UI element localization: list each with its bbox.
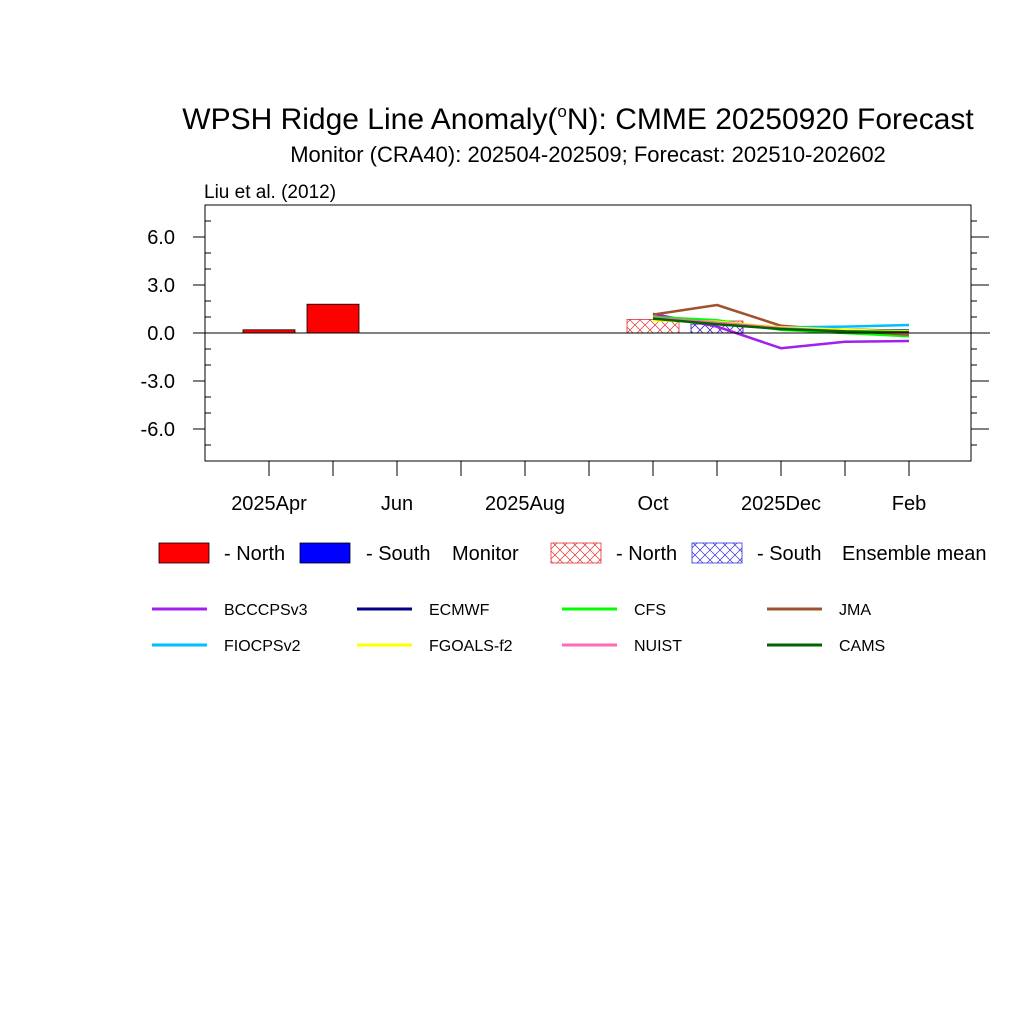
x-tick-label: Feb (892, 493, 926, 515)
chart-title: WPSH Ridge Line Anomaly(oN): CMME 202509… (182, 102, 974, 136)
legend-ensemble-north-label: - North (616, 543, 677, 565)
x-tick-label: Jun (381, 493, 413, 515)
legend-ensemble-south-label: - South (757, 543, 821, 565)
legend-label-fgoals-f2: FGOALS-f2 (429, 638, 513, 655)
legend-monitor-south-label: - South (366, 543, 430, 565)
y-tick-label: 3.0 (147, 275, 175, 297)
model-lines-layer (652, 303, 910, 350)
y-tick-label: -3.0 (141, 371, 175, 393)
y-tick-label: 6.0 (147, 227, 175, 249)
y-axis: 6.0 3.0 0.0 -3.0 -6.0 (141, 227, 989, 441)
legend-label-fiocpsv2: FIOCPSv2 (224, 638, 301, 655)
legend-label-jma: JMA (839, 602, 871, 619)
legend-ensemble-south-swatch (691, 542, 743, 564)
y-tick-label: 0.0 (147, 323, 175, 345)
legend-label-cams: CAMS (839, 638, 885, 655)
chart-subtitle: Monitor (CRA40): 202504-202509; Forecast… (290, 142, 886, 167)
legend-label-bcccpsv3: BCCCPSv3 (224, 602, 308, 619)
bar-legend: - North - South Monitor - North - South … (158, 542, 987, 565)
citation-label: Liu et al. (2012) (204, 182, 336, 203)
series-line-cams (652, 317, 910, 334)
legend-monitor-north-swatch (158, 542, 210, 564)
minor-ticks (205, 220, 977, 446)
legend-ensemble-north-swatch (550, 542, 602, 564)
legend-label-cfs: CFS (634, 602, 666, 619)
legend-label-ecmwf: ECMWF (429, 602, 490, 619)
x-tick-label: 2025Dec (741, 493, 821, 515)
legend-monitor-south-swatch (299, 542, 351, 564)
x-tick-label: 2025Apr (231, 493, 307, 515)
legend-monitor-title: Monitor (452, 543, 519, 565)
x-axis: 2025Apr Jun 2025Aug Oct 2025Dec Feb (231, 461, 926, 515)
legend-monitor-north-label: - North (224, 543, 285, 565)
y-tick-label: -6.0 (141, 419, 175, 441)
x-tick-label: Oct (637, 493, 669, 515)
model-legend: BCCCPSv3 ECMWF CFS JMA FIOCPSv2 FGOALS-f2 NUIS… (152, 602, 885, 655)
monitor-bar (306, 303, 360, 334)
legend-ensemble-title: Ensemble mean (842, 543, 987, 565)
x-tick-label: 2025Aug (485, 493, 565, 515)
legend-label-nuist: NUIST (634, 638, 682, 655)
